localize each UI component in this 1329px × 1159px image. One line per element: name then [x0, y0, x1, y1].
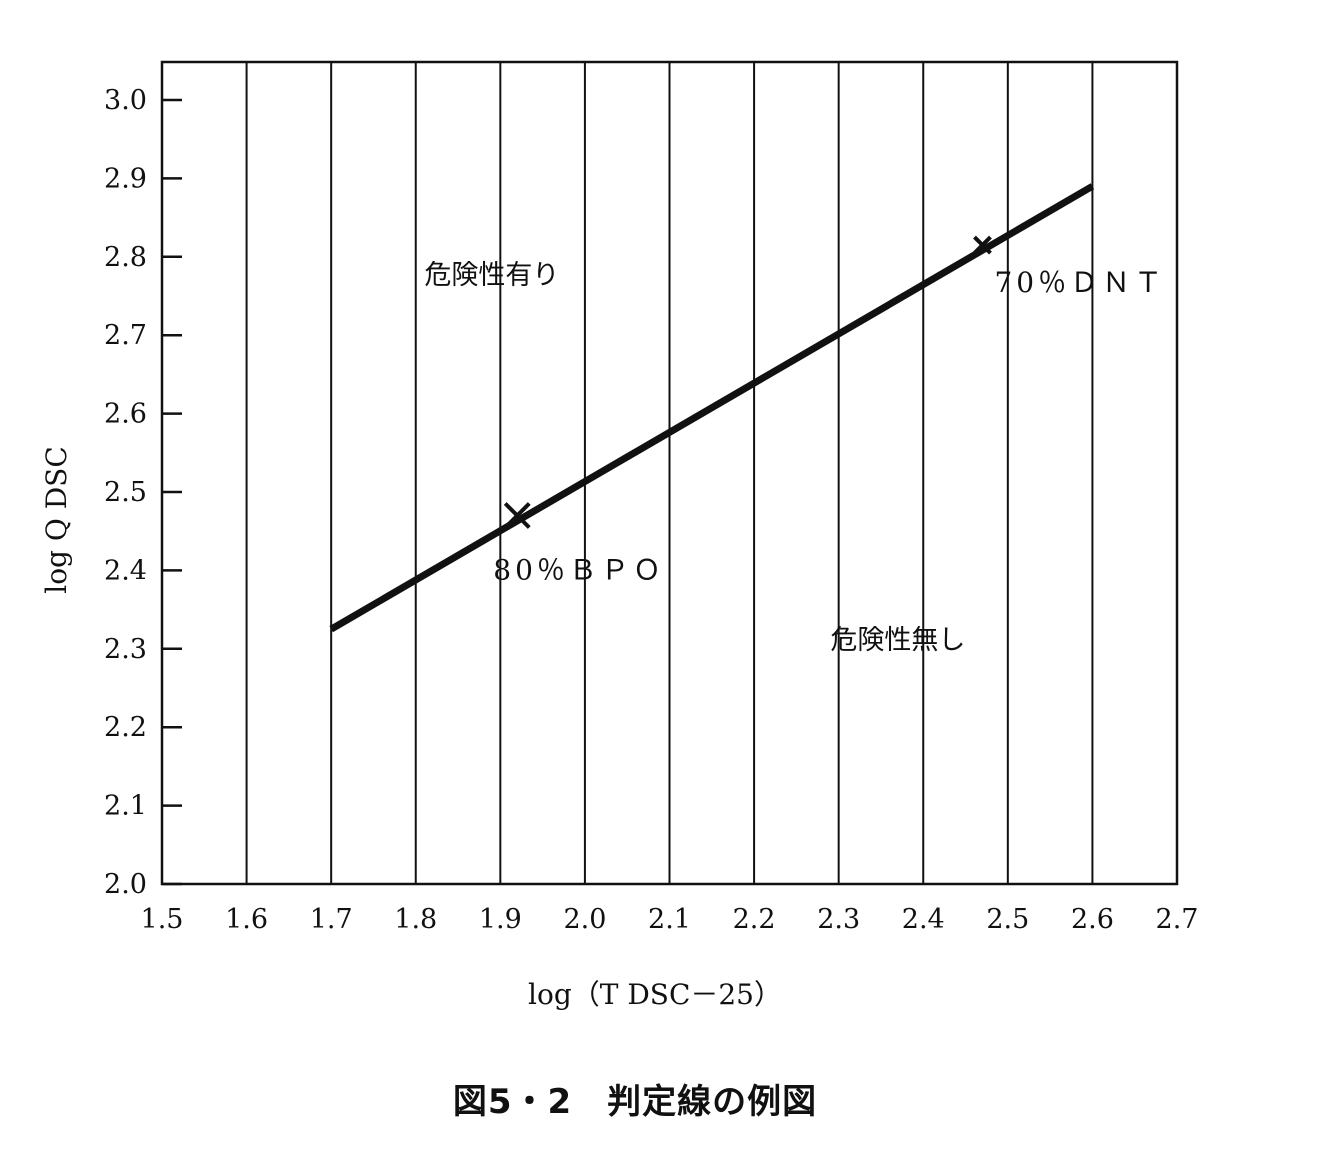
x-tick-label: 2.6: [1071, 904, 1114, 935]
x-tick-label: 2.4: [902, 904, 945, 935]
x-tick-label: 2.2: [733, 904, 776, 935]
y-tick-label: 3.0: [104, 85, 147, 116]
x-tick-label: 1.7: [310, 904, 353, 935]
x-tick-label: 2.3: [817, 904, 860, 935]
y-tick-label: 2.4: [104, 555, 147, 586]
x-tick-label: 1.9: [479, 904, 522, 935]
y-tick-label: 2.6: [104, 399, 147, 430]
x-tick-label: 1.5: [141, 904, 184, 935]
y-tick-label: 2.3: [104, 634, 147, 665]
y-tick-label: 2.9: [104, 163, 147, 194]
x-axis-label: log（T DSC－25）: [528, 978, 782, 1011]
y-tick-label: 2.7: [104, 320, 147, 351]
y-axis-label: log Q DSC: [40, 446, 73, 594]
x-tick-label: 2.1: [648, 904, 691, 935]
y-tick-label: 2.1: [104, 791, 147, 822]
figure-caption: 図5・2 判定線の例図: [452, 1082, 818, 1122]
x-tick-label: 1.8: [394, 904, 437, 935]
data-point-marker: [973, 235, 992, 255]
x-tick-label: 1.6: [225, 904, 268, 935]
data-point-label: 70％ＤＮＴ: [994, 266, 1166, 299]
x-tick-label: 2.5: [986, 904, 1029, 935]
y-tick-label: 2.5: [104, 477, 147, 508]
x-tick-label: 2.7: [1156, 904, 1199, 935]
y-tick-label: 2.0: [104, 869, 147, 900]
region-label: 危険性有り: [424, 260, 559, 291]
region-label: 危険性無し: [830, 625, 965, 656]
data-point-label: 80％ＢＰＯ: [493, 554, 665, 587]
y-tick-label: 2.8: [104, 242, 147, 273]
x-tick-label: 2.0: [563, 904, 606, 935]
judgment-line: [329, 183, 1095, 633]
y-tick-label: 2.2: [104, 712, 147, 743]
data-point-marker: [503, 502, 531, 529]
